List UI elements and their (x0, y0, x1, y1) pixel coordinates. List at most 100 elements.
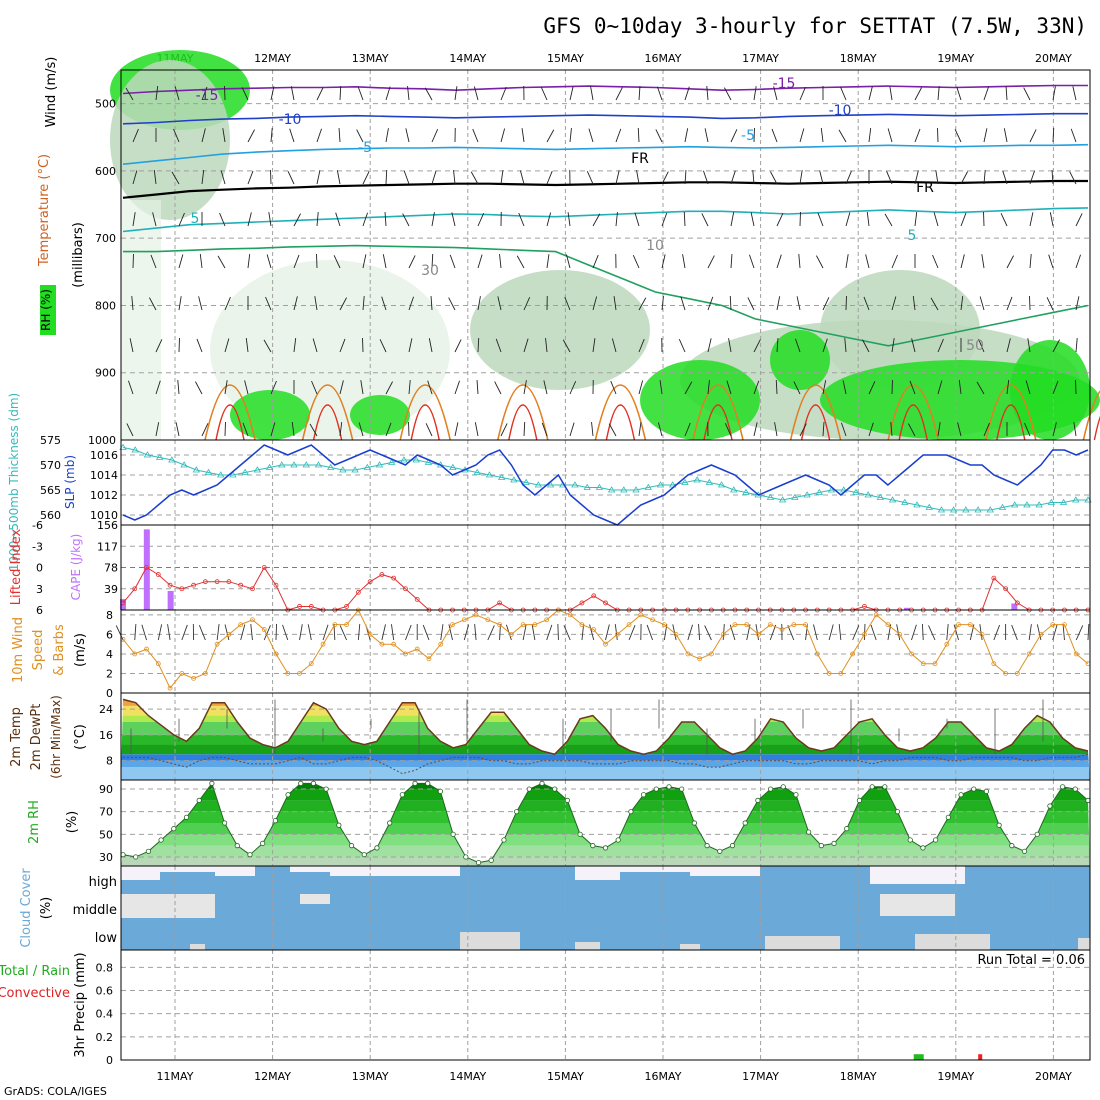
slp-tick: 1016 (90, 449, 118, 462)
date-label-top: 16MAY (645, 52, 682, 65)
wind-barb (591, 422, 594, 437)
wind-barb (473, 86, 479, 101)
wind-speed-point (850, 651, 856, 657)
wind-barb (150, 254, 157, 269)
wind-barb (385, 86, 391, 101)
temp-band (121, 705, 1090, 716)
isotherm-line (887, 384, 939, 441)
rh2m-tick: 30 (99, 851, 113, 864)
wind-barb (431, 212, 435, 227)
rh-point (1021, 848, 1028, 854)
lifted-index-point (250, 586, 255, 592)
wind-speed-point (909, 651, 914, 657)
wind-barb (407, 86, 410, 101)
thickness-point (913, 501, 921, 508)
date-label-bottom: 16MAY (645, 1070, 682, 1083)
temp-tick: 24 (99, 703, 113, 716)
wind-barb (787, 624, 795, 641)
wind-barb (1027, 338, 1031, 353)
lifted-index-point (414, 596, 420, 602)
contour-label: -15 (773, 76, 796, 92)
wind-barb (707, 296, 714, 311)
thickness-point (375, 461, 384, 468)
pressure-tick: 600 (95, 165, 116, 178)
lifted-index-point (132, 586, 138, 592)
wind-barb (704, 625, 712, 641)
wind-speed-point (579, 622, 585, 628)
wind-barb (541, 422, 548, 437)
wind-barb (753, 86, 757, 101)
date-label-bottom: 12MAY (254, 1070, 291, 1083)
wind-barb (862, 339, 870, 353)
wind-barb (173, 128, 180, 143)
wind-barb (569, 381, 577, 395)
cape-tick: 156 (97, 519, 118, 532)
wind-barb (870, 624, 877, 641)
wind-speed-point (603, 641, 608, 647)
wind-barb (336, 170, 341, 185)
rh-point (399, 792, 405, 798)
wind-barb (1070, 128, 1077, 143)
wind-barb (908, 423, 916, 437)
wind-barb (454, 86, 458, 101)
thickness-point (497, 473, 506, 480)
rh2m-axis-label: (%) (65, 811, 80, 834)
wind-barb (957, 422, 962, 437)
wind-barb (866, 212, 870, 227)
wind-barb (153, 170, 157, 185)
lifted-index-point (379, 572, 385, 577)
wind-speed-point (332, 622, 338, 628)
wind-barb (960, 212, 967, 227)
wind-barb (1002, 170, 1008, 185)
rh-point (501, 837, 507, 843)
wind-speed-point (261, 627, 267, 632)
wind-barb (500, 128, 506, 143)
wind-barb (592, 213, 601, 227)
wind-barb (454, 422, 459, 437)
wind-barb (755, 624, 759, 641)
wind-speed-point (250, 617, 255, 623)
wind-barb (698, 624, 701, 641)
wind-barb (958, 380, 962, 395)
date-label-bottom: 18MAY (840, 1070, 877, 1083)
lifted-index-point (344, 604, 349, 609)
slp-axis-label: SLP (mb) (63, 455, 77, 509)
wind-speed-point (344, 622, 349, 628)
wind-barb (891, 338, 895, 353)
wind-barb (914, 87, 922, 101)
wind-barb (1029, 129, 1037, 143)
wind-barb (309, 423, 318, 437)
rh-legend-swatch (40, 285, 56, 335)
wind-barb (316, 212, 319, 227)
date-label-top: 19MAY (937, 52, 974, 65)
wind-barb (822, 380, 827, 395)
cape-bar (1011, 603, 1018, 610)
wind-barb (838, 624, 842, 641)
contour-label: -5 (741, 128, 755, 144)
thickness-point (1059, 498, 1068, 505)
rh-point (323, 786, 329, 792)
wind-barb (523, 380, 527, 395)
wind-barb (177, 380, 180, 395)
wind-barb (546, 129, 555, 143)
wind-barb (454, 339, 462, 353)
rh-point (1072, 786, 1078, 792)
isotherm-line (497, 384, 549, 441)
wind-barb (339, 380, 344, 395)
wind-barb (956, 86, 962, 101)
wind-speed-point (155, 661, 161, 667)
wind-speed-point (779, 627, 785, 632)
cloud-high-block (870, 866, 965, 884)
wind-barb (724, 423, 732, 437)
lifted-index-point (403, 586, 408, 592)
rh-point (564, 797, 571, 803)
wind-speed-point (297, 671, 302, 676)
wind-barb (661, 296, 664, 311)
wind-barb (889, 86, 893, 101)
wind-barb (129, 338, 134, 353)
isotherm-line (123, 244, 1089, 347)
rh-point (133, 854, 139, 860)
cloud-low-block (460, 932, 520, 950)
wind-barb (289, 128, 295, 143)
wind-barb (250, 624, 253, 641)
